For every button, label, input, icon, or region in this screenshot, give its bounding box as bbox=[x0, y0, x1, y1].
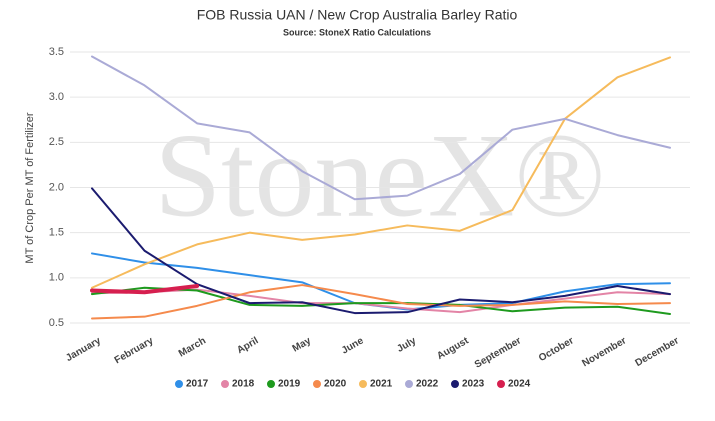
legend-label[interactable]: 2021 bbox=[370, 379, 393, 390]
legend-label[interactable]: 2020 bbox=[324, 379, 347, 390]
y-tick-label: 2.5 bbox=[49, 136, 64, 148]
y-axis-label: MT of Crop Per MT of Fertilizer bbox=[24, 112, 36, 264]
legend-marker[interactable] bbox=[497, 380, 505, 388]
legend-label[interactable]: 2023 bbox=[462, 379, 485, 390]
legend-label[interactable]: 2017 bbox=[186, 379, 209, 390]
legend-label[interactable]: 2024 bbox=[508, 379, 531, 390]
y-tick-label: 1.5 bbox=[49, 227, 64, 239]
legend-marker[interactable] bbox=[405, 380, 413, 388]
chart-subtitle: Source: StoneX Ratio Calculations bbox=[283, 27, 431, 37]
legend-marker[interactable] bbox=[451, 380, 459, 388]
y-tick-label: 1.0 bbox=[49, 272, 64, 284]
legend-marker[interactable] bbox=[221, 380, 229, 388]
watermark: StoneX® bbox=[154, 109, 605, 242]
legend-marker[interactable] bbox=[175, 380, 183, 388]
y-tick-label: 3.0 bbox=[49, 91, 64, 103]
series-line bbox=[91, 284, 671, 320]
series-line bbox=[91, 55, 671, 201]
legend-marker[interactable] bbox=[359, 380, 367, 388]
legend-label[interactable]: 2019 bbox=[278, 379, 301, 390]
series-line bbox=[90, 283, 200, 295]
y-tick-label: 0.5 bbox=[49, 317, 64, 329]
legend-label[interactable]: 2022 bbox=[416, 379, 439, 390]
series-line bbox=[91, 187, 671, 315]
series-line bbox=[91, 56, 671, 289]
y-tick-label: 2.0 bbox=[49, 181, 64, 193]
series-line bbox=[91, 286, 671, 315]
chart-title: FOB Russia UAN / New Crop Australia Barl… bbox=[197, 7, 518, 23]
legend-marker[interactable] bbox=[267, 380, 275, 388]
y-tick-label: 3.5 bbox=[49, 46, 64, 58]
legend-label[interactable]: 2018 bbox=[232, 379, 255, 390]
legend-marker[interactable] bbox=[313, 380, 321, 388]
